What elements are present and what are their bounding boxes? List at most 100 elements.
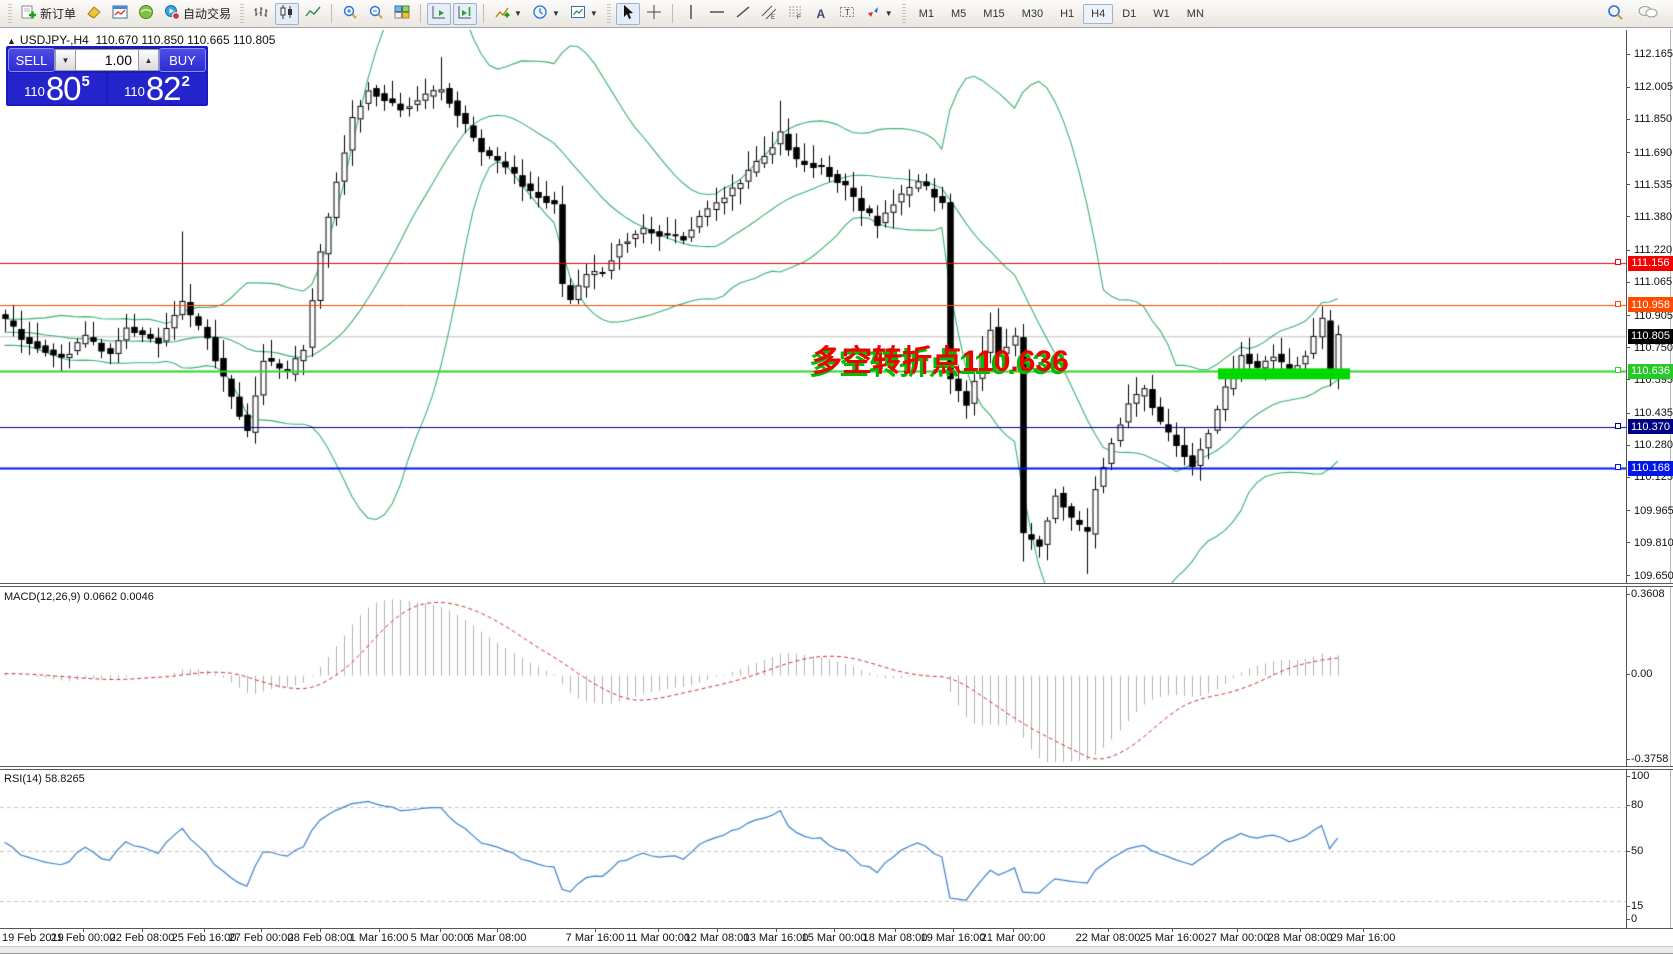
auto-trading-button[interactable]: 自动交易 — [160, 3, 235, 25]
level-endpoint-handle[interactable] — [1615, 422, 1621, 429]
text-button[interactable]: A — [809, 3, 833, 25]
chevron-down-icon: ▼ — [589, 9, 598, 18]
rsi-tick-mark — [1626, 919, 1630, 920]
equidistant-channel-button[interactable]: E — [757, 3, 781, 25]
navigator-button[interactable] — [134, 3, 158, 25]
time-axis-label: 7 Mar 16:00 — [565, 932, 625, 944]
volume-decrease-button[interactable]: ▼ — [55, 49, 76, 71]
price-tick-mark — [1626, 118, 1630, 120]
indicators-button[interactable]: ▼ — [490, 3, 526, 25]
sell-price-button[interactable]: 110 80 5 — [8, 70, 106, 107]
zoom-out-button[interactable] — [364, 3, 388, 25]
new-order-button[interactable]: 新订单 — [17, 3, 80, 25]
time-tick-mark — [895, 929, 896, 932]
search-button[interactable] — [1602, 3, 1628, 25]
templates-button[interactable]: ▼ — [566, 3, 602, 25]
timeframe-button-D1[interactable]: D1 — [1122, 7, 1137, 20]
rsi-tick-mark — [1626, 906, 1630, 907]
zoom-in-button[interactable] — [338, 3, 362, 25]
toolbar: 新订单 自动交易 ▼ ▼ ▼ E F A T ▼ — [0, 0, 1673, 28]
volume-increase-button[interactable]: ▲ — [138, 49, 159, 71]
price-tick-label: 111.065 — [1634, 276, 1673, 289]
line-chart-button[interactable] — [301, 3, 325, 25]
trendline-icon — [735, 4, 751, 23]
cursor-button[interactable] — [615, 2, 640, 25]
timeframe-button-M5[interactable]: M5 — [951, 7, 967, 20]
timeframe-button-W1[interactable]: W1 — [1153, 7, 1170, 20]
market-watch-button[interactable] — [108, 3, 132, 25]
candlestick-chart-button[interactable] — [275, 2, 300, 25]
macd-axis-label: -0.3758 — [1631, 753, 1669, 765]
buy-button[interactable]: BUY — [159, 48, 206, 72]
crosshair-button[interactable] — [642, 3, 666, 25]
price-tick-mark — [1626, 412, 1630, 414]
auto-trading-label: 自动交易 — [183, 7, 232, 21]
level-endpoint-handle[interactable] — [1615, 367, 1621, 374]
level-endpoint-handle[interactable] — [1615, 259, 1621, 266]
price-tick-label: 112.165 — [1634, 48, 1673, 60]
vertical-line-button[interactable] — [679, 3, 703, 25]
level-endpoint-handle[interactable] — [1615, 464, 1621, 471]
fibonacci-button[interactable]: F — [783, 3, 807, 25]
buy-price-big: 82 — [145, 70, 182, 107]
new-order-label: 新订单 — [40, 7, 77, 21]
rsi-indicator-label: RSI(14) 58.8265 — [4, 773, 85, 785]
price-tick-mark — [1626, 184, 1630, 186]
tile-windows-button[interactable] — [390, 3, 414, 25]
periods-button[interactable]: ▼ — [528, 3, 564, 25]
timeframe-button-H4[interactable]: H4 — [1083, 3, 1114, 24]
horizontal-line-button[interactable] — [705, 3, 729, 25]
level-endpoint-handle[interactable] — [1615, 300, 1621, 307]
time-tick-mark — [834, 929, 835, 932]
price-tick-label: 110.905 — [1634, 309, 1673, 322]
price-tick-mark — [1626, 152, 1630, 154]
bar-chart-button[interactable] — [249, 3, 273, 25]
svg-text:F: F — [797, 15, 801, 20]
chart-window-icon — [112, 4, 128, 23]
rsi-axis-label: 0 — [1631, 913, 1638, 925]
sell-button[interactable]: SELL — [8, 48, 55, 72]
arrows-button[interactable]: ▼ — [861, 3, 897, 25]
rsi-pane-splitter[interactable] — [0, 766, 1673, 770]
volume-group: ▼ 1.00 ▲ — [55, 49, 159, 71]
macd-indicator-label: MACD(12,26,9) 0.0662 0.0046 — [4, 591, 154, 603]
macd-axis-label: 0.00 — [1631, 668, 1653, 680]
timeframe-button-M1[interactable]: M1 — [918, 7, 934, 20]
timeframe-button-H1[interactable]: H1 — [1060, 7, 1075, 20]
macd-pane-canvas[interactable] — [0, 586, 1626, 766]
sell-price-big: 80 — [45, 70, 82, 107]
time-tick-mark — [717, 929, 718, 932]
timeframe-button-M15[interactable]: M15 — [983, 7, 1005, 20]
buy-price-sup: 2 — [181, 73, 190, 90]
buy-price-button[interactable]: 110 82 2 — [108, 70, 206, 107]
trade-panel-top-row: SELL ▼ 1.00 ▲ BUY — [8, 48, 206, 72]
trendline-button[interactable] — [731, 3, 755, 25]
time-tick-mark — [1237, 929, 1238, 932]
text-label-icon: T — [839, 4, 855, 23]
fibonacci-icon: F — [787, 4, 803, 23]
price-tick-label: 110.750 — [1634, 341, 1673, 354]
sell-price-prefix: 110 — [24, 84, 45, 99]
main-chart-canvas[interactable] — [0, 30, 1626, 583]
timeframe-button-MN[interactable]: MN — [1186, 7, 1204, 20]
volume-input[interactable]: 1.00 — [76, 49, 138, 71]
sell-price-sup: 5 — [81, 73, 90, 90]
auto-scroll-button[interactable] — [427, 2, 452, 25]
eraser-button[interactable] — [82, 3, 106, 25]
text-label-button[interactable]: T — [835, 3, 859, 25]
crosshair-icon — [646, 4, 662, 23]
price-tick-label: 111.220 — [1634, 244, 1673, 257]
chart-shift-button[interactable] — [453, 2, 478, 25]
toolbar-drag-handle — [901, 4, 906, 23]
chat-button[interactable] — [1634, 3, 1662, 25]
time-axis-label: 29 Mar 16:00 — [1330, 932, 1396, 944]
time-axis-label: 27 Mar 00:00 — [1204, 932, 1270, 944]
toolbar-separator — [671, 4, 673, 23]
price-tick-label: 110.280 — [1634, 439, 1673, 452]
candlestick-icon — [279, 4, 295, 23]
macd-pane-splitter[interactable] — [0, 583, 1673, 587]
rsi-pane-canvas[interactable] — [0, 770, 1626, 928]
timeframe-button-M30[interactable]: M30 — [1021, 7, 1044, 20]
time-axis-label: 15 Mar 00:00 — [801, 932, 867, 944]
macd-axis-label: 0.3608 — [1631, 588, 1665, 600]
